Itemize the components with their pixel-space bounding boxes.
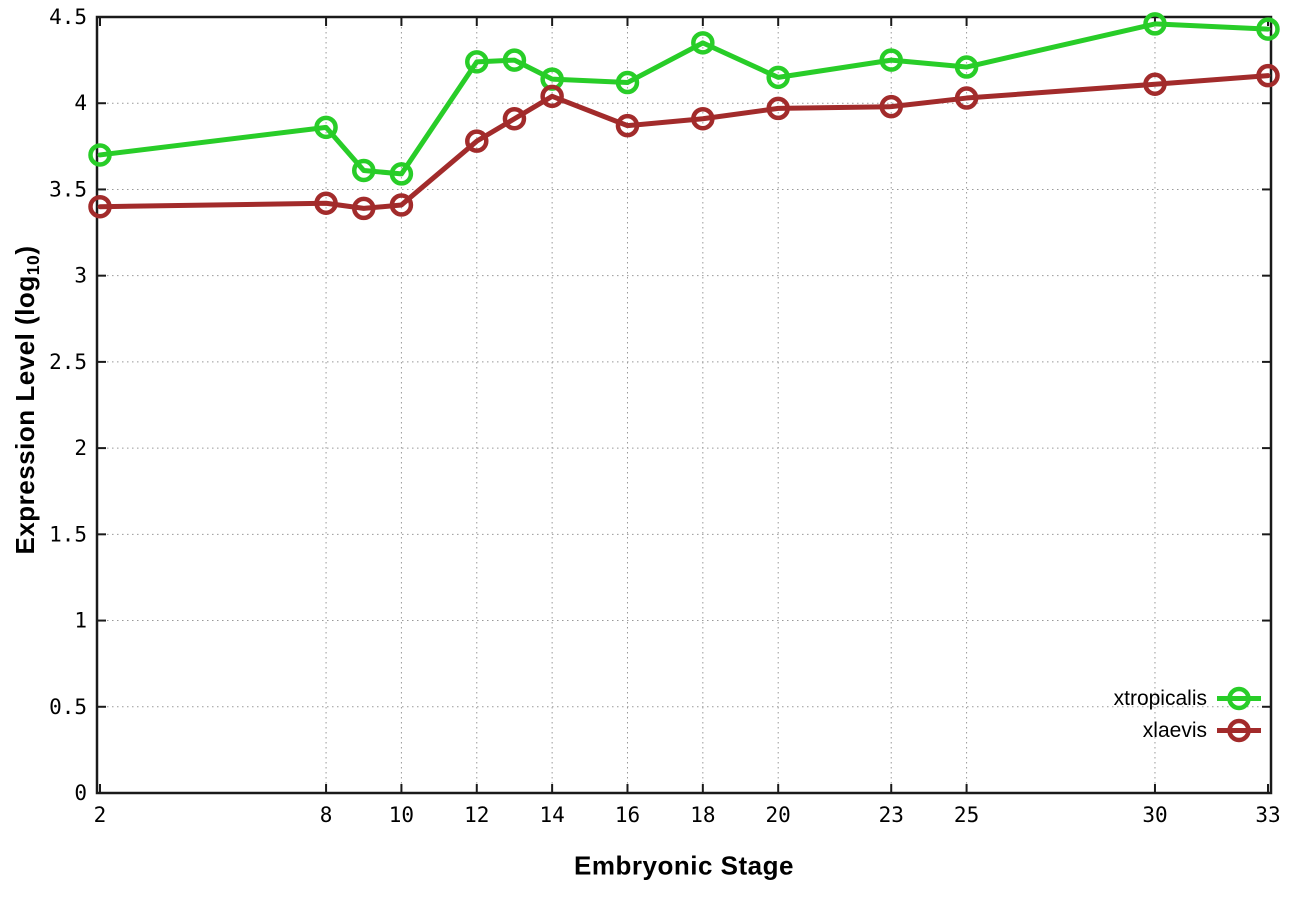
series-xlaevis-point <box>351 196 376 221</box>
series-xtropicalis-line <box>97 21 1271 177</box>
legend-label-xlaevis: xlaevis <box>1142 718 1207 742</box>
y-tick-label: 0 <box>74 781 87 805</box>
y-axis-title-text: Expression Level (log <box>9 275 40 555</box>
series-xlaevis-point <box>465 129 489 153</box>
series-xtropicalis-point <box>691 31 715 55</box>
y-axis-title-subscript: 10 <box>23 254 44 276</box>
y-tick-label: 2 <box>74 436 87 460</box>
x-tick-label: 12 <box>464 803 489 827</box>
y-tick-label: 1.5 <box>49 522 87 546</box>
y-tick-label: 3.5 <box>49 177 87 201</box>
x-tick-label: 18 <box>690 803 715 827</box>
legend-label-xtropicalis: xtropicalis <box>1113 686 1207 710</box>
series-xlaevis-point <box>1143 72 1167 97</box>
series-xlaevis-point <box>766 96 790 121</box>
series-xtropicalis-point <box>502 48 527 72</box>
series-xlaevis-point <box>389 193 414 217</box>
x-tick-label: 25 <box>954 803 979 827</box>
y-tick-label: 1 <box>74 609 87 633</box>
series-xlaevis-point <box>879 94 903 119</box>
series-xtropicalis-point <box>1256 17 1280 41</box>
series-xtropicalis-point <box>954 55 979 79</box>
series-xtropicalis-point <box>88 143 112 167</box>
series-xlaevis-point <box>314 191 338 215</box>
legend-item-xtropicalis: xtropicalis <box>1114 685 1262 712</box>
x-tick-label: 10 <box>389 803 414 827</box>
y-tick-label: 4 <box>74 91 87 115</box>
series-xlaevis-point <box>954 86 979 110</box>
y-tick-label: 4.5 <box>49 5 87 29</box>
series-xlaevis-line <box>97 73 1271 211</box>
y-axis-title: Expression Level (log10) <box>10 245 44 554</box>
series-xtropicalis-point <box>615 70 640 95</box>
x-tick-label: 20 <box>766 803 791 827</box>
series-xtropicalis-point <box>1143 12 1167 36</box>
legend: xtropicalis xlaevis <box>1114 685 1262 744</box>
series-xtropicalis-point <box>465 50 489 74</box>
x-tick-label: 33 <box>1255 803 1280 827</box>
series-xlaevis-point <box>615 113 640 138</box>
series-xlaevis-point <box>540 84 564 109</box>
x-axis-title: Embryonic Stage <box>574 850 794 881</box>
series-xtropicalis-point <box>314 115 338 140</box>
x-tick-label: 14 <box>539 803 564 827</box>
x-tick-label: 16 <box>615 803 640 827</box>
open-circle-icon <box>1227 686 1251 711</box>
series-xlaevis-point <box>502 106 527 131</box>
series-xtropicalis-point <box>879 48 903 72</box>
y-axis-title-close: ) <box>9 245 40 255</box>
y-tick-label: 2.5 <box>49 350 87 374</box>
series-xlaevis-point <box>1256 63 1280 88</box>
series-xlaevis-point <box>691 106 715 131</box>
plot-border <box>95 15 1273 795</box>
x-tick-label: 8 <box>320 803 333 827</box>
x-tick-label: 23 <box>879 803 904 827</box>
legend-item-xlaevis: xlaevis <box>1114 717 1262 744</box>
series-xtropicalis-point <box>389 162 414 186</box>
series-xtropicalis-point <box>351 158 376 183</box>
open-circle-icon <box>1227 718 1251 743</box>
x-tick-label: 2 <box>94 803 107 827</box>
y-tick-label: 0.5 <box>49 695 87 719</box>
legend-marker-xtropicalis <box>1217 686 1261 711</box>
series-xlaevis-point <box>88 194 112 219</box>
legend-marker-xlaevis <box>1217 718 1261 743</box>
y-tick-label: 3 <box>74 264 87 288</box>
x-tick-label: 30 <box>1142 803 1167 827</box>
series-xtropicalis-point <box>766 65 790 90</box>
